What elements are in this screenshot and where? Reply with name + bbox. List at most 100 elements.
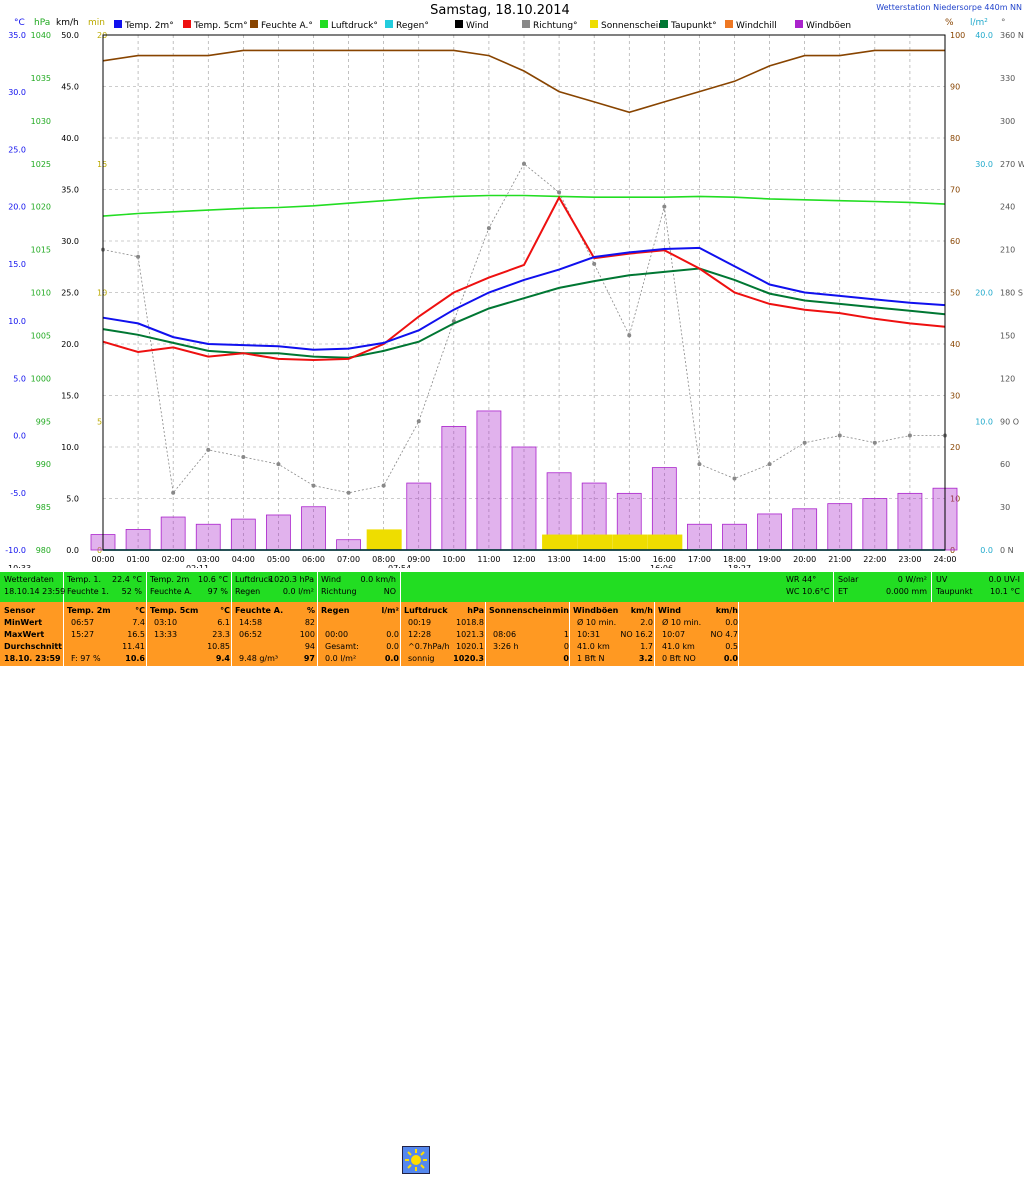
pressure-tick-label: 1030	[31, 117, 51, 126]
time-sub-label: 10:33	[8, 564, 31, 568]
gust-bar	[897, 492, 923, 551]
direction-tick-label: 0 N	[1000, 546, 1014, 555]
legend-item: Temp. 2m°	[124, 21, 174, 31]
humidity-tick-label: 100	[950, 31, 965, 40]
rain-tick-label: 20.0	[975, 289, 993, 298]
stats-cell-value: 10.85	[207, 642, 230, 651]
stats-row-label: 18.10. 23:59	[4, 654, 61, 663]
status-date: 18.10.14 23:59	[4, 587, 66, 596]
direction-tick-label: 180 S	[1000, 289, 1023, 298]
temp-tick-label: 5.0	[13, 374, 26, 383]
wind-tick-label: 30.0	[61, 237, 79, 246]
status-feuchte1-label: Feuchte 1.	[67, 587, 109, 596]
gust-bar	[687, 523, 712, 551]
stats-header: Sensor	[4, 606, 36, 615]
status-wc: WC 10.6°C	[786, 587, 830, 596]
stats-cell-time: 41.0 km	[662, 642, 695, 651]
status-et-value: 0.000 mm	[885, 587, 927, 596]
axis-ticks: 35.0 30.0 25.0 20.0 15.0 10.0 5.0 0.0 -5.0 -10.0 1…	[5, 31, 1024, 564]
legend-swatch	[590, 20, 598, 28]
direction-tick-label: 150	[1000, 331, 1015, 340]
stats-row-label: MaxWert	[4, 630, 45, 639]
status-feuchteA-label: Feuchte A.	[150, 587, 193, 596]
status-richtung-value: NO	[383, 587, 396, 596]
time-tick-label: 15:00	[618, 555, 641, 564]
pressure-tick-label: 1015	[31, 246, 51, 255]
status-wr: WR 44°	[786, 575, 817, 584]
stats-cell-value: 0.0	[725, 618, 738, 627]
temp-tick-label: 35.0	[8, 31, 26, 40]
direction-tick-label: 90 O	[1000, 417, 1019, 426]
stats-cell-time: 06:57	[71, 618, 95, 627]
stats-cell-time: 9.48 g/m³	[239, 654, 279, 663]
pressure-tick-label: 1005	[31, 331, 51, 340]
stats-cell-time: Gesamt:	[325, 642, 359, 651]
direction-point	[171, 490, 176, 495]
pressure-tick-label: 1035	[31, 74, 51, 83]
humidity-tick-label: 50	[950, 289, 960, 298]
chart-legend: Temp. 2m° Temp. 5cm° Feuchte A.° Luftdruck°…	[114, 20, 851, 31]
gust-bar	[792, 508, 818, 551]
pressure-tick-label: 1000	[31, 374, 51, 383]
pressure-tick-label: 1025	[31, 160, 51, 169]
stats-header-unit: hPa	[467, 606, 484, 615]
gust-bar	[125, 529, 151, 551]
wind-tick-label: 50.0	[61, 31, 79, 40]
direction-point	[557, 190, 562, 195]
unit-humidity: %	[945, 18, 954, 28]
status-temp1-value: 22.4 °C	[112, 575, 142, 584]
time-tick-label: 24:00	[933, 555, 956, 564]
stats-cell-time: 14:58	[239, 618, 263, 627]
stats-header-unit: °C	[220, 606, 230, 615]
direction-tick-label: 270 W	[1000, 160, 1024, 169]
stats-header: Temp. 5cm	[150, 606, 199, 615]
legend-swatch	[114, 20, 122, 28]
status-bar: Wetterdaten 18.10.14 23:59 Temp. 1. Feuc…	[0, 572, 1024, 1174]
status-luftdruck-value: 1020.3 hPa	[269, 575, 314, 584]
pressure-tick-label: 985	[36, 503, 51, 512]
direction-tick-label: 60	[1000, 460, 1010, 469]
status-wind-label: Wind	[321, 575, 342, 584]
wind-tick-label: 25.0	[61, 289, 79, 298]
legend-swatch	[522, 20, 530, 28]
gust-bar	[195, 523, 221, 551]
stats-header: Regen	[321, 606, 350, 615]
stats-header-unit: min	[552, 606, 569, 615]
stats-cell-time: 10:31	[577, 630, 601, 639]
direction-point	[627, 333, 632, 338]
time-sub-label: 07:54	[388, 564, 411, 568]
legend-swatch	[795, 20, 803, 28]
stats-cell-value: 0.0	[723, 654, 738, 663]
sunshine-bar	[542, 534, 578, 550]
stats-cell-value: NO 16.2	[620, 630, 653, 639]
time-tick-label: 16:00	[653, 555, 676, 564]
legend-swatch	[660, 20, 668, 28]
status-taupunkt-label: Taupunkt	[936, 587, 973, 596]
humidity-tick-label: 90	[950, 83, 960, 92]
direction-point	[732, 476, 737, 481]
stats-cell-value: 1018.8	[456, 618, 484, 627]
status-uv-label: UV	[936, 575, 948, 584]
stats-cell-value: 0.0	[386, 642, 399, 651]
time-tick-label: 06:00	[302, 555, 325, 564]
direction-tick-label: 210	[1000, 246, 1015, 255]
status-uv-value: 0.0 UV-I	[988, 575, 1020, 584]
status-solar-value: 0 W/m²	[897, 575, 927, 584]
statistics-table: Sensor Temp. 2m °C Temp. 5cm °C Feuchte A.% Re…	[0, 602, 1024, 666]
status-feuchte1-value: 52 %	[121, 587, 142, 596]
wind-tick-label: 10.0	[61, 443, 79, 452]
gust-bar	[862, 498, 888, 551]
temp-tick-label: 0.0	[13, 432, 26, 441]
legend-item: Luftdruck°	[331, 21, 378, 31]
time-tick-label: 14:00	[583, 555, 606, 564]
status-richtung-label: Richtung	[321, 587, 357, 596]
temp-tick-label: -5.0	[10, 489, 26, 498]
legend-item: Wind	[466, 21, 489, 31]
stats-cell-value: NO 4.7	[710, 630, 738, 639]
time-tick-label: 08:00	[372, 555, 395, 564]
wind-tick-label: 0.0	[66, 546, 79, 555]
stats-cell-time: 3:26 h	[493, 642, 519, 651]
unit-rain: l/m²	[970, 18, 988, 28]
rain-tick-label: 30.0	[975, 160, 993, 169]
time-tick-label: 23:00	[898, 555, 921, 564]
